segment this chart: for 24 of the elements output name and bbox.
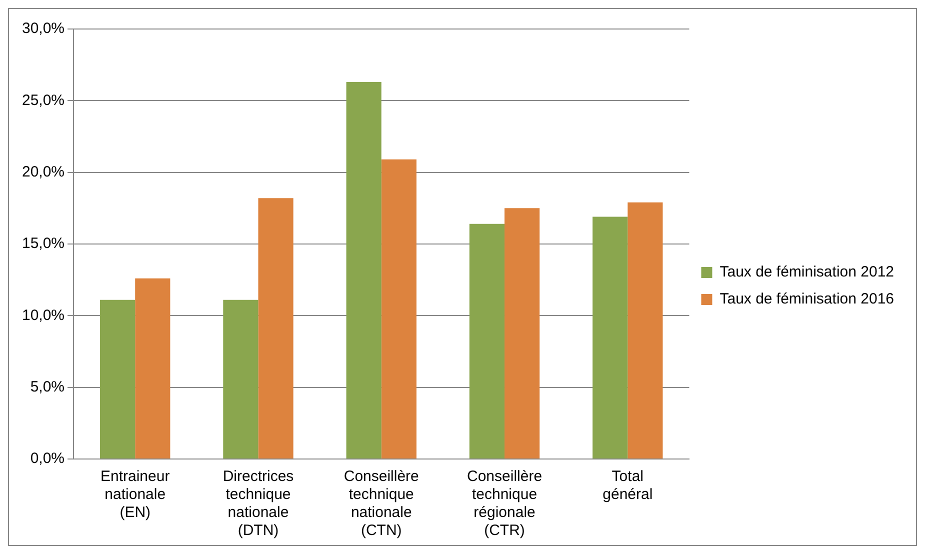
y-tick-label: 20,0% (22, 163, 65, 180)
bar (381, 159, 416, 458)
y-tick-label: 10,0% (22, 306, 65, 324)
legend-label: Taux de féminisation 2012 (720, 264, 894, 281)
bar (258, 198, 294, 458)
bar (504, 208, 540, 458)
bar (223, 300, 258, 458)
y-tick-label: 5,0% (30, 378, 65, 396)
x-tick-label: Conseillère technique régionale (CTR) (466, 468, 542, 540)
legend-label: Taux de féminisation 2016 (720, 290, 894, 308)
y-tick-label: 30,0% (22, 20, 65, 38)
bar (469, 224, 505, 458)
x-tick-label: Entraineur nationale (EN) (100, 468, 170, 522)
bar (628, 202, 663, 458)
y-tick-label: 15,0% (22, 235, 65, 252)
y-tick-label: 25,0% (22, 92, 65, 109)
x-tick-label: Total général (602, 468, 653, 504)
bar (100, 300, 136, 458)
x-tick-label: Conseillère technique nationale (CTN) (344, 468, 419, 540)
x-tick-label: Directrices technique nationale (DTN) (222, 468, 294, 540)
bar (346, 82, 382, 458)
y-tick-label: 0,0% (30, 450, 65, 468)
bar (592, 216, 628, 458)
bar (135, 278, 170, 458)
